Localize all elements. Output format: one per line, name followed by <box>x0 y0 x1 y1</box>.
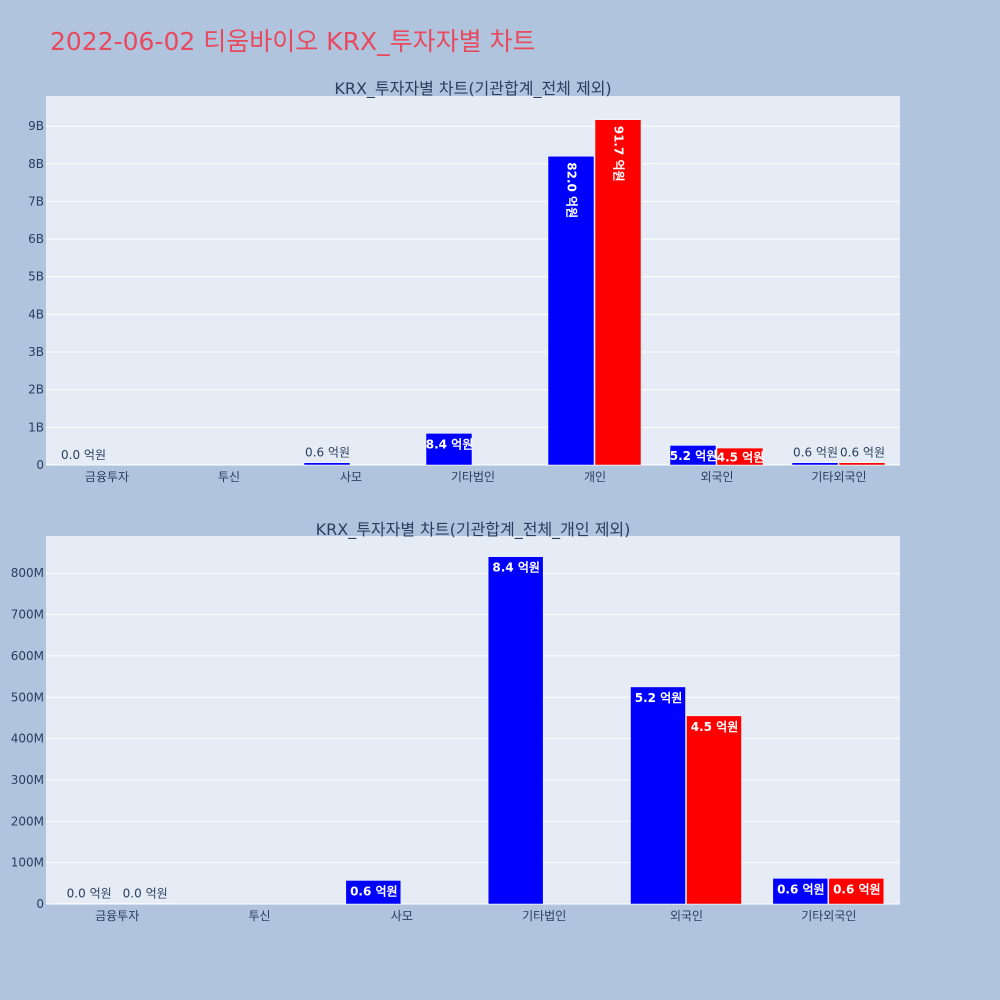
bar <box>828 878 885 905</box>
x-tick-label: 기타외국인 <box>811 470 866 484</box>
bar <box>686 715 742 905</box>
y-tick-label: 8B <box>28 157 44 171</box>
bar-value-label: 0.6 억원 <box>793 446 838 460</box>
chart-excluding-individuals: KRX_투자자별 차트(기관합계_전체_개인 제외) 0 100M 200M 300M 4… <box>11 520 900 923</box>
bar-value-label: 4.5 억원 <box>717 451 765 465</box>
bar <box>630 686 686 905</box>
y-tick-label: 4B <box>28 307 44 321</box>
bar <box>303 462 351 466</box>
y-tick-label: 2B <box>28 383 44 397</box>
bar-value-label: 0.6 억원 <box>833 882 881 896</box>
bar <box>669 445 717 466</box>
x-tick-label: 기타법인 <box>451 470 495 484</box>
bar-value-label: 4.5 억원 <box>691 720 739 734</box>
y-tick-label: 9B <box>28 119 44 133</box>
y-tick-label: 700M <box>11 608 44 622</box>
y-tick-label: 3B <box>28 345 44 359</box>
bar-value-label: 82.0 억원 <box>565 162 579 218</box>
x-tick-label: 금융투자 <box>95 909 139 923</box>
bar <box>716 447 764 466</box>
bar <box>487 556 544 905</box>
x-tick-label: 금융투자 <box>85 470 129 484</box>
chart-title: KRX_투자자별 차트(기관합계_전체 제외) <box>334 79 611 99</box>
bar <box>547 155 595 466</box>
y-tick-label: 400M <box>11 732 44 746</box>
y-tick-label: 600M <box>11 649 44 663</box>
bar-value-label: 0.6 억원 <box>350 884 398 898</box>
plot-area <box>46 96 900 465</box>
bar <box>594 119 642 466</box>
y-tick-label: 800M <box>11 566 44 580</box>
y-tick-label: 100M <box>11 856 44 870</box>
bar-value-label: 5.2 억원 <box>670 449 718 463</box>
bar <box>838 462 886 466</box>
plot-area <box>46 536 900 904</box>
bar-value-label: 0.0 억원 <box>61 448 106 462</box>
bar-value-label: 8.4 억원 <box>426 437 474 451</box>
x-tick-label: 외국인 <box>670 909 703 923</box>
bar-value-label: 8.4 억원 <box>492 561 540 575</box>
bar-value-label: 0.6 억원 <box>305 446 350 460</box>
x-tick-label: 기타법인 <box>522 909 566 923</box>
chart-title: KRX_투자자별 차트(기관합계_전체_개인 제외) <box>316 520 631 540</box>
bar-value-label: 0.6 억원 <box>840 446 885 460</box>
bar <box>791 462 839 466</box>
bar-value-label: 0.0 억원 <box>67 887 112 901</box>
y-tick-label: 0 <box>36 897 44 911</box>
x-tick-label: 사모 <box>340 470 362 484</box>
bar-value-label: 91.7 억원 <box>612 126 626 182</box>
bar-value-label: 0.0 억원 <box>123 887 168 901</box>
y-tick-label: 6B <box>28 232 44 246</box>
y-tick-label: 1B <box>28 420 44 434</box>
x-tick-label: 투신 <box>248 909 270 923</box>
bar <box>345 880 402 905</box>
x-tick-label: 개인 <box>584 470 606 484</box>
x-tick-label: 기타외국인 <box>801 909 856 923</box>
y-tick-label: 200M <box>11 814 44 828</box>
y-tick-label: 500M <box>11 690 44 704</box>
y-tick-label: 0 <box>36 458 44 472</box>
bar-value-label: 5.2 억원 <box>635 691 683 705</box>
bar <box>772 878 829 905</box>
y-tick-label: 5B <box>28 270 44 284</box>
x-tick-label: 사모 <box>391 909 413 923</box>
chart-all-investors: KRX_투자자별 차트(기관합계_전체 제외) 0 1B 2B 3B 4B 5B 6B 7B 8B… <box>28 79 900 484</box>
x-tick-label: 외국인 <box>700 470 733 484</box>
y-tick-label: 7B <box>28 194 44 208</box>
x-tick-label: 투신 <box>218 470 240 484</box>
bar <box>425 433 473 466</box>
bar-value-label: 0.6 억원 <box>777 882 825 896</box>
page-title: 2022-06-02 티움바이오 KRX_투자자별 차트 <box>50 27 536 56</box>
y-tick-label: 300M <box>11 773 44 787</box>
